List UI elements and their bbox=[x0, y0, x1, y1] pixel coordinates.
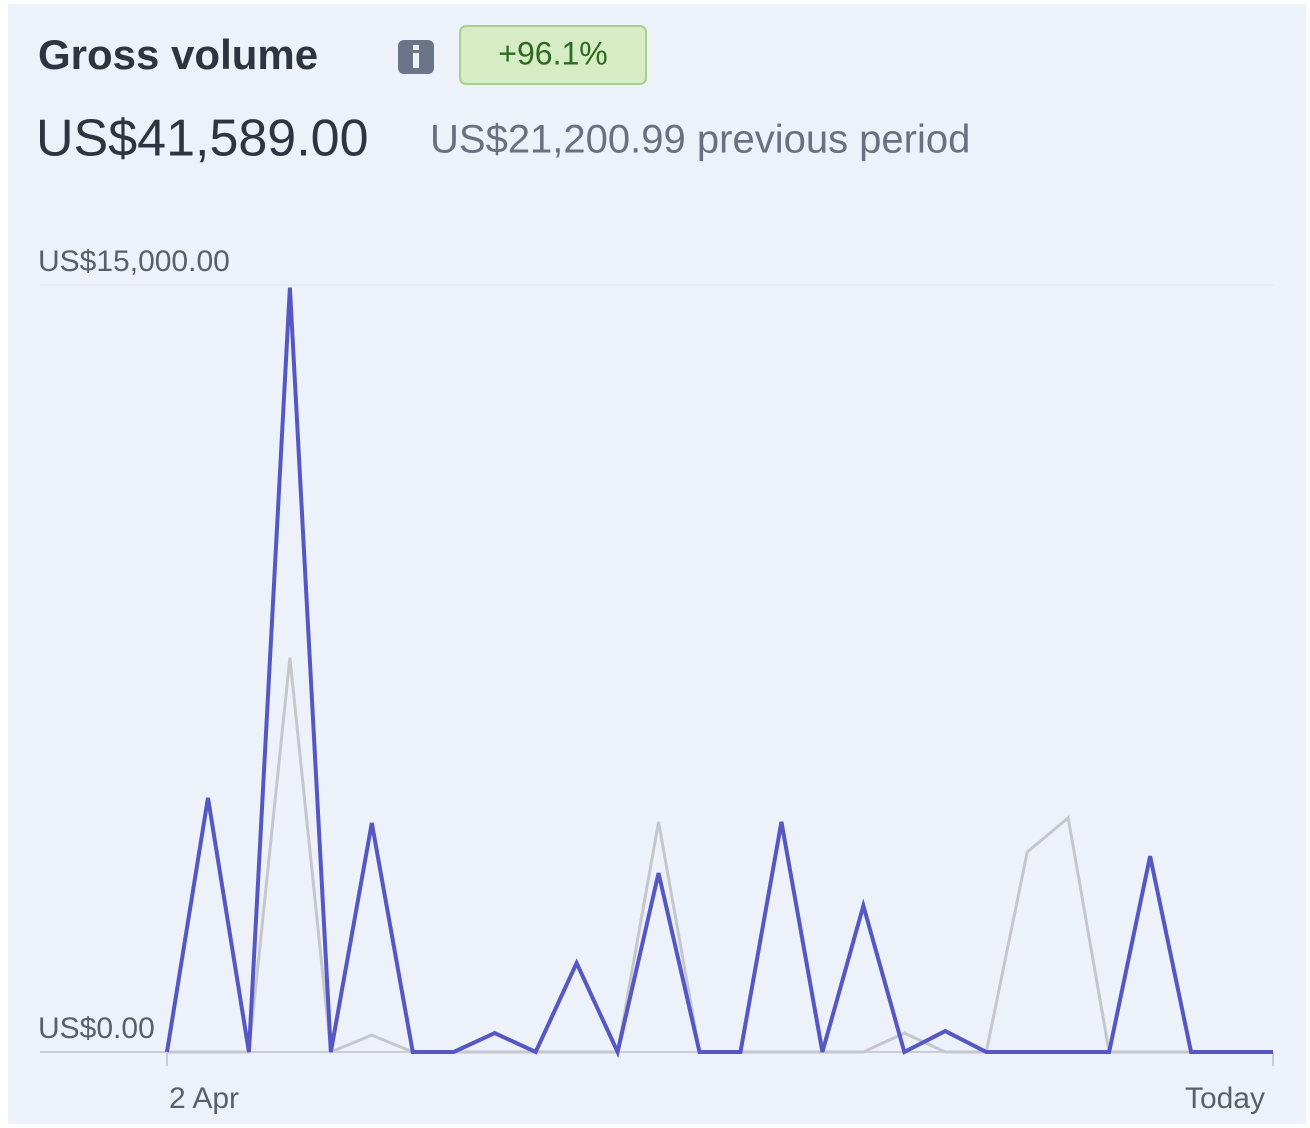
title: Gross volume bbox=[38, 31, 318, 78]
info-icon-dot bbox=[413, 45, 419, 50]
info-icon-stem bbox=[413, 53, 419, 68]
y-tick-label: US$0.00 bbox=[38, 1012, 155, 1045]
series-line bbox=[165, 287, 1273, 1059]
total: US$41,589.00 bbox=[36, 110, 369, 168]
x-tick-label: 2 Apr bbox=[169, 1082, 239, 1115]
x-tick-label: Today bbox=[1185, 1082, 1265, 1115]
series-line bbox=[167, 657, 1273, 1055]
previous-total: US$21,200.99 previous period bbox=[430, 118, 970, 162]
y-tick-label: US$15,000.00 bbox=[38, 245, 230, 278]
change-value: +96.1% bbox=[498, 35, 607, 71]
change-badge bbox=[459, 25, 647, 85]
info-icon[interactable] bbox=[398, 40, 434, 74]
